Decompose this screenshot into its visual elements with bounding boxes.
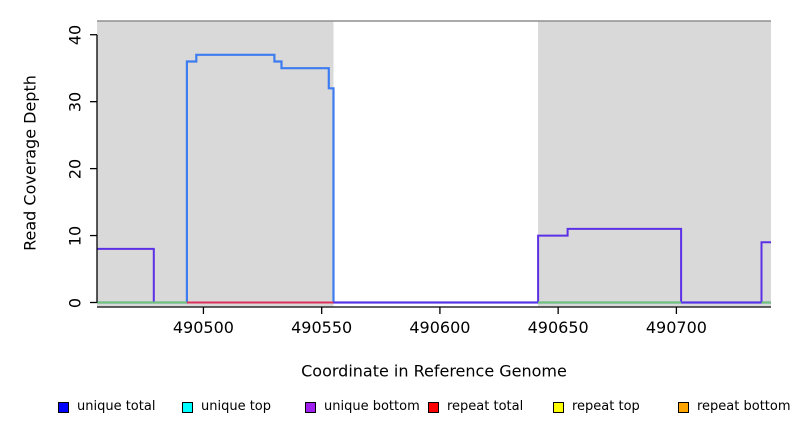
legend-swatch-icon bbox=[305, 401, 316, 413]
x-tick-label: 490600 bbox=[409, 318, 471, 337]
legend-label: unique top bbox=[201, 399, 272, 414]
y-tick-label: 30 bbox=[65, 91, 85, 112]
series-step-line bbox=[97, 227, 771, 304]
legend-item-repeat-top: repeat top bbox=[553, 400, 640, 414]
legend-item-repeat-bottom: repeat bottom bbox=[678, 400, 791, 414]
y-axis-title: Read Coverage Depth bbox=[20, 75, 40, 251]
y-tick-label: 40 bbox=[65, 24, 85, 45]
x-tick-label: 490550 bbox=[291, 318, 353, 337]
legend-swatch-icon bbox=[182, 401, 193, 413]
legend-label: repeat top bbox=[572, 399, 640, 414]
y-tick-label: 0 bbox=[65, 297, 85, 308]
y-tick-label: 10 bbox=[65, 225, 85, 246]
series-step-line bbox=[97, 53, 771, 304]
legend-item-unique-total: unique total bbox=[58, 400, 155, 414]
legend-swatch-icon bbox=[553, 401, 564, 413]
y-tick-label: 20 bbox=[65, 158, 85, 179]
x-tick-label: 490500 bbox=[172, 318, 234, 337]
shaded-region bbox=[538, 20, 771, 307]
x-axis-title: Coordinate in Reference Genome bbox=[301, 361, 567, 381]
legend-item-unique-bottom: unique bottom bbox=[305, 400, 420, 414]
legend-item-unique-top: unique top bbox=[182, 400, 271, 414]
legend-swatch-icon bbox=[678, 401, 689, 413]
shaded-region bbox=[97, 20, 334, 307]
legend-label: unique bottom bbox=[324, 399, 420, 414]
legend-swatch-icon bbox=[428, 401, 439, 413]
legend-swatch-icon bbox=[58, 401, 69, 413]
legend-label: repeat bottom bbox=[697, 399, 791, 414]
legend-item-repeat-total: repeat total bbox=[428, 400, 523, 414]
x-tick-label: 490700 bbox=[645, 318, 707, 337]
legend-label: unique total bbox=[77, 399, 156, 414]
x-tick-label: 490650 bbox=[527, 318, 589, 337]
legend-label: repeat total bbox=[447, 399, 524, 414]
